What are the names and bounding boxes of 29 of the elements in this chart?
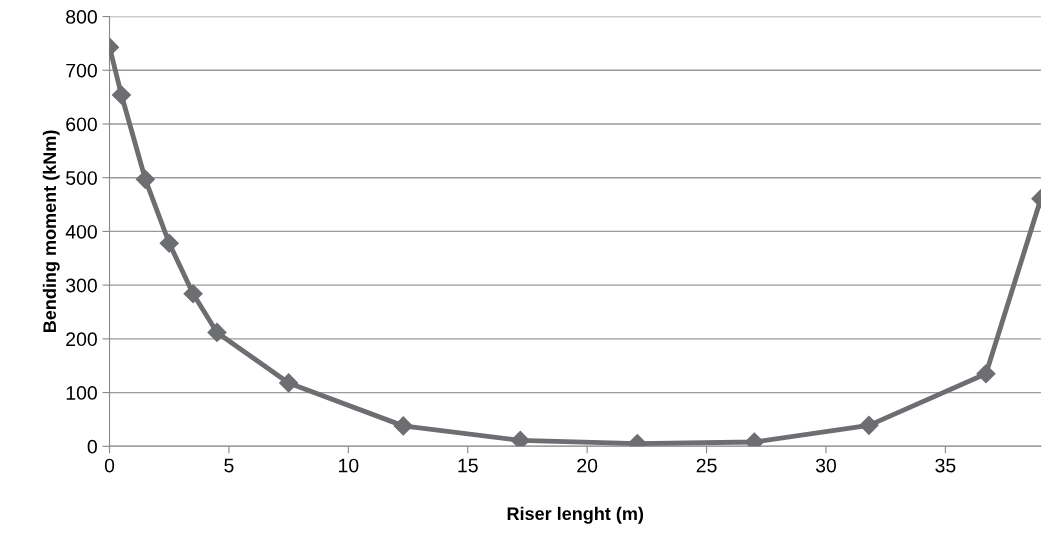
y-tick-label: 400 <box>65 224 97 239</box>
y-tick-label: 0 <box>87 439 97 454</box>
point <box>135 169 155 189</box>
point <box>111 85 131 105</box>
point <box>183 284 203 304</box>
point <box>859 415 879 435</box>
y-axis-title: Bending moment (kNm) <box>42 130 60 333</box>
x-tick-label: 35 <box>935 458 956 473</box>
x-tick-label: 10 <box>339 458 359 473</box>
x-tick-label: 5 <box>224 458 234 473</box>
point <box>393 416 413 436</box>
y-tick-label: 500 <box>66 171 97 185</box>
x-tick-label: 25 <box>696 458 717 473</box>
point <box>510 430 530 447</box>
point <box>207 322 227 342</box>
y-tick-label: 800 <box>66 10 97 24</box>
x-tick-label: 0 <box>104 458 115 473</box>
y-tick-label: 200 <box>66 332 97 347</box>
y-tick-label: 600 <box>66 117 97 132</box>
y-tick-label: 700 <box>66 63 97 78</box>
point <box>976 364 996 384</box>
x-tick-label: 15 <box>458 458 478 473</box>
x-tick-label: 30 <box>815 458 837 473</box>
point <box>279 373 299 393</box>
x-axis-title: Riser lenght (m) <box>507 506 644 524</box>
y-tick-label: 100 <box>66 386 97 400</box>
point <box>159 233 179 253</box>
y-tick-label: 300 <box>66 278 97 293</box>
x-tick-label: 20 <box>577 458 598 473</box>
